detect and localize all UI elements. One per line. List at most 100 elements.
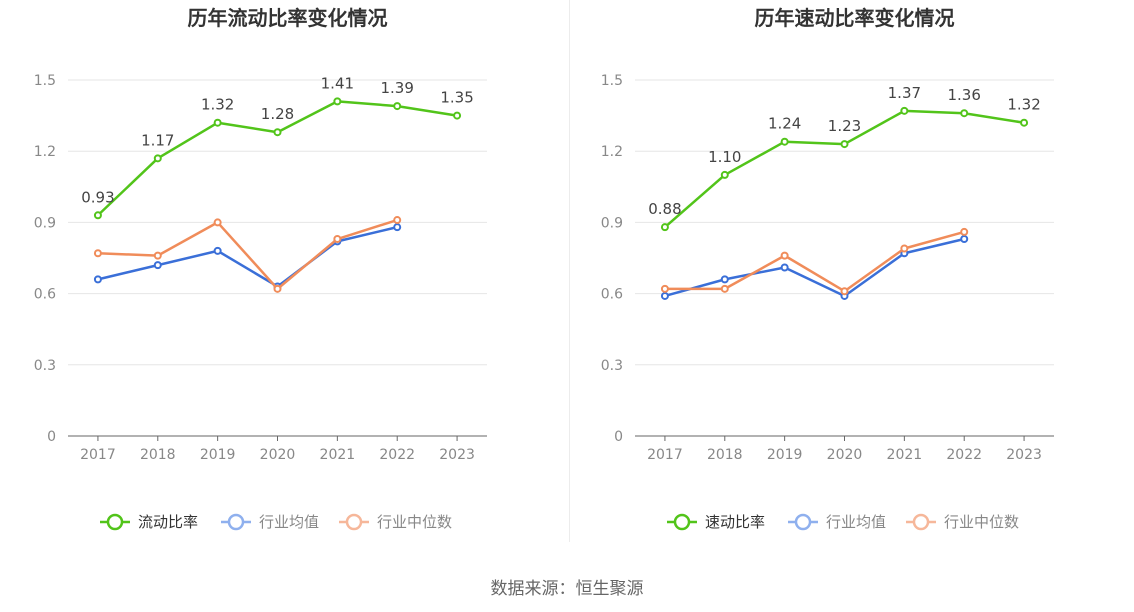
quick-ratio-series-0-point[interactable] <box>660 223 669 232</box>
current-ratio-legend-item-1[interactable]: 行业均值 <box>221 513 319 531</box>
current-ratio-y-tick-label: 1.2 <box>34 144 56 160</box>
current-ratio-x-tick-label: 2020 <box>260 447 296 463</box>
current-ratio-y-tick-label: 0 <box>47 429 56 445</box>
quick-ratio-chart-title: 历年速动比率变化情况 <box>755 6 955 30</box>
quick-ratio-y-tick-label: 1.2 <box>601 144 623 160</box>
quick-ratio-x-tick-label: 2020 <box>827 447 863 463</box>
quick-ratio-x-tick-label: 2023 <box>1006 447 1042 463</box>
current-ratio-legend-label: 行业中位数 <box>377 513 452 531</box>
quick-ratio-series-0-point[interactable] <box>840 140 849 149</box>
current-ratio-data-label: 1.32 <box>201 96 234 114</box>
quick-ratio-data-label: 1.32 <box>1007 96 1040 114</box>
current-ratio-series-1-point[interactable] <box>93 275 102 284</box>
current-ratio-x-tick-label: 2023 <box>439 447 475 463</box>
quick-ratio-legend-marker-icon <box>673 513 691 531</box>
current-ratio-data-label: 0.93 <box>81 188 114 206</box>
quick-ratio-series-0-point[interactable] <box>960 109 969 118</box>
current-ratio-data-label: 1.35 <box>440 89 473 107</box>
quick-ratio-series-2-point[interactable] <box>960 227 969 236</box>
quick-ratio-series-line-2 <box>664 230 965 293</box>
current-ratio-series-line-1 <box>97 225 398 288</box>
quick-ratio-data-label: 1.37 <box>888 84 921 102</box>
quick-ratio-legend-label: 速动比率 <box>705 513 765 531</box>
quick-ratio-series-line-1 <box>664 237 965 298</box>
quick-ratio-legend-item-2[interactable]: 行业中位数 <box>906 513 1019 531</box>
current-ratio-series-0-point[interactable] <box>93 211 102 220</box>
quick-ratio-data-label: 1.36 <box>948 86 981 104</box>
quick-ratio-series-0-point[interactable] <box>780 137 789 146</box>
quick-ratio-y-tick-label: 0.3 <box>601 358 623 374</box>
current-ratio-series-2-point[interactable] <box>333 235 342 244</box>
current-ratio-legend-label: 行业均值 <box>259 513 319 531</box>
quick-ratio-legend-label: 行业均值 <box>826 513 886 531</box>
current-ratio-series-2-point[interactable] <box>153 251 162 260</box>
quick-ratio-x-tick-label: 2022 <box>946 447 982 463</box>
quick-ratio-series-1-point[interactable] <box>720 275 729 284</box>
current-ratio-data-label: 1.39 <box>381 79 414 97</box>
current-ratio-series-1-point[interactable] <box>153 261 162 270</box>
quick-ratio-series-0-point[interactable] <box>900 106 909 115</box>
quick-ratio-y-tick-label: 0.6 <box>601 287 623 303</box>
quick-ratio-chart: 历年速动比率变化情况 0 0.3 0.6 0.9 1.2 1.5 2017 2018 2019 20… <box>601 6 1054 531</box>
quick-ratio-legend-marker-icon <box>912 513 930 531</box>
current-ratio-series-2-point[interactable] <box>213 218 222 227</box>
current-ratio-chart-title: 历年流动比率变化情况 <box>188 6 388 30</box>
quick-ratio-legend-item-0[interactable]: 速动比率 <box>667 513 765 531</box>
current-ratio-data-label: 1.41 <box>321 74 354 92</box>
current-ratio-data-label: 1.28 <box>261 105 294 123</box>
current-ratio-legend-marker-icon <box>106 513 124 531</box>
current-ratio-series-0-point[interactable] <box>273 128 282 137</box>
quick-ratio-y-tick-label: 0 <box>614 429 623 445</box>
current-ratio-series-1-point[interactable] <box>393 223 402 232</box>
quick-ratio-legend-label: 行业中位数 <box>944 513 1019 531</box>
current-ratio-legend-item-0[interactable]: 流动比率 <box>100 513 198 531</box>
current-ratio-legend-marker-icon <box>227 513 245 531</box>
quick-ratio-series-1-point[interactable] <box>780 263 789 272</box>
current-ratio-series-2-point[interactable] <box>93 249 102 258</box>
quick-ratio-x-tick-label: 2018 <box>707 447 743 463</box>
chart-divider <box>569 0 570 542</box>
quick-ratio-series-2-point[interactable] <box>840 287 849 296</box>
current-ratio-series-0-point[interactable] <box>453 111 462 120</box>
quick-ratio-data-label: 1.23 <box>828 117 861 135</box>
quick-ratio-x-tick-label: 2019 <box>767 447 803 463</box>
current-ratio-x-tick-label: 2022 <box>379 447 415 463</box>
quick-ratio-legend-item-1[interactable]: 行业均值 <box>788 513 886 531</box>
quick-ratio-series-2-point[interactable] <box>900 244 909 253</box>
quick-ratio-data-label: 0.88 <box>648 200 681 218</box>
quick-ratio-series-2-point[interactable] <box>660 284 669 293</box>
current-ratio-x-tick-label: 2019 <box>200 447 236 463</box>
current-ratio-series-0-point[interactable] <box>213 118 222 127</box>
current-ratio-legend-marker-icon <box>345 513 363 531</box>
current-ratio-series-0-point[interactable] <box>393 102 402 111</box>
current-ratio-series-line-2 <box>97 218 398 291</box>
quick-ratio-series-2-point[interactable] <box>780 251 789 260</box>
current-ratio-legend-label: 流动比率 <box>138 513 198 531</box>
current-ratio-x-tick-label: 2021 <box>320 447 356 463</box>
current-ratio-data-label: 1.17 <box>141 131 174 149</box>
quick-ratio-series-0-point[interactable] <box>1020 118 1029 127</box>
current-ratio-series-1-point[interactable] <box>213 246 222 255</box>
current-ratio-series-0-point[interactable] <box>333 97 342 106</box>
data-source-note: 数据来源：恒生聚源 <box>490 579 644 599</box>
quick-ratio-y-tick-label: 1.5 <box>601 73 623 89</box>
quick-ratio-series-2-point[interactable] <box>720 284 729 293</box>
current-ratio-series-0-point[interactable] <box>153 154 162 163</box>
current-ratio-y-tick-label: 1.5 <box>34 73 56 89</box>
current-ratio-legend-item-2[interactable]: 行业中位数 <box>339 513 452 531</box>
quick-ratio-series-0-point[interactable] <box>720 170 729 179</box>
quick-ratio-x-tick-label: 2017 <box>647 447 683 463</box>
current-ratio-series-2-point[interactable] <box>273 284 282 293</box>
quick-ratio-data-label: 1.24 <box>768 115 801 133</box>
current-ratio-chart: 历年流动比率变化情况 0 0.3 0.6 0.9 1.2 1.5 2017 2018 2019 20… <box>34 6 487 531</box>
current-ratio-y-tick-label: 0.9 <box>34 215 56 231</box>
quick-ratio-series-1-point[interactable] <box>960 235 969 244</box>
current-ratio-x-tick-label: 2017 <box>80 447 116 463</box>
quick-ratio-series-1-point[interactable] <box>660 291 669 300</box>
current-ratio-series-2-point[interactable] <box>393 216 402 225</box>
current-ratio-y-tick-label: 0.3 <box>34 358 56 374</box>
quick-ratio-legend-marker-icon <box>794 513 812 531</box>
current-ratio-y-tick-label: 0.6 <box>34 287 56 303</box>
quick-ratio-data-label: 1.10 <box>708 148 741 166</box>
current-ratio-x-tick-label: 2018 <box>140 447 176 463</box>
